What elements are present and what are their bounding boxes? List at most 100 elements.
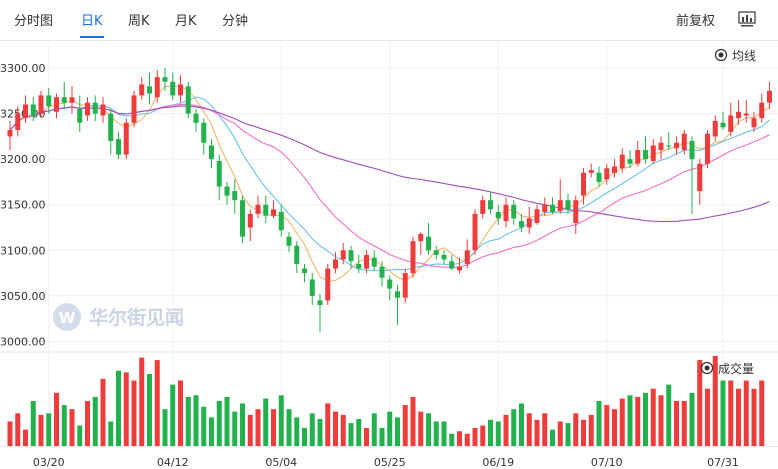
candle (201, 118, 207, 155)
candle-body (433, 250, 439, 255)
candle-body (154, 77, 160, 98)
candle-body (712, 120, 718, 137)
volume-bar (294, 417, 300, 446)
candle (643, 136, 648, 164)
y-tick-label: 3200.00 (0, 153, 46, 166)
volume-legend[interactable]: 成交量 (700, 361, 755, 376)
candle (271, 200, 276, 219)
candle (38, 90, 44, 119)
candle-body (278, 212, 284, 231)
candle (689, 136, 695, 214)
candle (100, 97, 106, 123)
volume-bar (511, 409, 517, 446)
volume-bar (705, 388, 710, 446)
candle (286, 232, 292, 253)
volume-bar (278, 395, 284, 446)
tab-monthly-k[interactable]: 月K (175, 14, 197, 29)
candle-body (61, 97, 67, 103)
candle-body (767, 90, 772, 103)
candle-body (364, 254, 369, 269)
volume-bar (449, 433, 455, 446)
candle (433, 245, 439, 260)
ma-legend[interactable]: 均线 (714, 48, 757, 63)
volume-bar (77, 425, 83, 446)
candle-body (635, 150, 641, 164)
volume-bar (402, 405, 408, 446)
chart-settings-icon[interactable] (738, 11, 756, 27)
candle-body (263, 204, 269, 216)
candle-body (557, 200, 563, 212)
tab-timeshare[interactable]: 分时图 (14, 14, 54, 29)
candle (519, 213, 524, 233)
candle-body (232, 191, 238, 201)
y-tick-label: 3050.00 (0, 290, 46, 303)
candle (619, 148, 625, 173)
y-tick-label: 3150.00 (0, 199, 46, 212)
candle-body (573, 200, 579, 223)
volume-bar (697, 360, 703, 446)
volume-bar (387, 411, 393, 446)
candle (759, 93, 765, 123)
tab-minute[interactable]: 分钟 (222, 14, 249, 29)
volume-bar (348, 423, 354, 446)
candle-body (193, 113, 199, 123)
candle (224, 181, 230, 205)
candle (92, 95, 98, 121)
candle (681, 130, 687, 155)
ma60-line (9, 105, 770, 223)
volume-bar (69, 409, 75, 446)
volume-bar (464, 433, 470, 446)
candle-body (519, 221, 524, 228)
volume-bar (7, 421, 13, 446)
volume-bar (224, 396, 230, 446)
moving-average-lines (9, 85, 770, 282)
volume-bar (139, 357, 145, 446)
volume-bar (666, 384, 672, 446)
candle-body (348, 250, 354, 262)
volume-bar (317, 419, 323, 446)
candle (240, 195, 245, 244)
candle-body (542, 204, 548, 213)
volume-bar (689, 392, 695, 446)
candle-body (54, 97, 59, 112)
volume-bar (542, 413, 548, 446)
candle-body (728, 115, 734, 132)
volume-bar (410, 396, 416, 446)
tab-daily-k[interactable]: 日K (81, 14, 103, 29)
volume-bar (635, 396, 641, 446)
volume-bar (178, 380, 183, 446)
candle (410, 236, 416, 278)
candle-body (743, 113, 749, 116)
candle (596, 166, 602, 187)
candle-body (511, 204, 517, 219)
candle-body (449, 261, 455, 269)
ma10-line (9, 96, 770, 272)
watermark: W 华尔街见闻 (53, 303, 184, 331)
volume-bar (604, 405, 610, 446)
candle-body (147, 86, 152, 94)
candle (542, 197, 548, 216)
candle-body (674, 142, 679, 149)
candle (658, 136, 664, 160)
candle (216, 154, 222, 201)
candle-body (333, 259, 338, 269)
volume-bar (534, 419, 540, 446)
candle-body (216, 161, 222, 187)
candle (627, 150, 633, 169)
candle (154, 69, 160, 103)
watermark-logo-letter: W (59, 309, 76, 327)
candle (85, 97, 90, 121)
tab-weekly-k[interactable]: 周K (128, 14, 150, 29)
candle (232, 179, 238, 214)
candle (705, 130, 710, 169)
adjust-mode-button[interactable]: 前复权 (676, 14, 716, 29)
candle-body (441, 254, 447, 260)
candle-body (472, 213, 478, 251)
candle (247, 209, 253, 242)
candle-body (340, 250, 346, 260)
candle (426, 222, 431, 255)
volume-bar (108, 421, 114, 446)
candle-body (457, 266, 462, 271)
candle-body (100, 104, 106, 116)
candle-body (294, 245, 300, 264)
